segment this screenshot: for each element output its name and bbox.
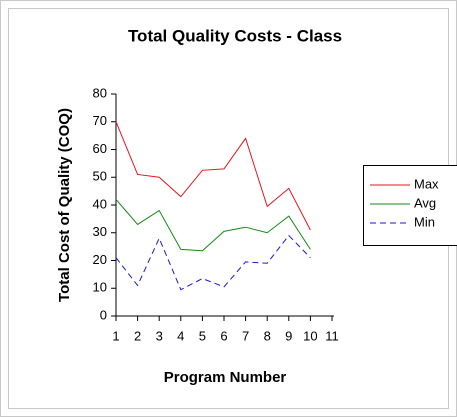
series-line xyxy=(115,199,311,252)
y-tick-label: 40 xyxy=(93,196,107,211)
legend xyxy=(363,165,457,246)
x-tick-label: 3 xyxy=(156,328,163,343)
x-tick-label: 6 xyxy=(220,328,227,343)
y-tick-label: 50 xyxy=(93,169,107,184)
legend-label: Min xyxy=(414,214,435,229)
x-tick-label: 9 xyxy=(285,328,292,343)
x-tick-label: 5 xyxy=(199,328,206,343)
y-axis-label: Total Cost of Quality (COQ) xyxy=(56,108,73,302)
y-tick-label: 20 xyxy=(93,252,107,267)
y-tick-label: 30 xyxy=(93,224,107,239)
x-tick-label: 1 xyxy=(112,328,119,343)
chart-title: Total Quality Costs - Class xyxy=(128,26,342,45)
y-tick-label: 70 xyxy=(93,113,107,128)
y-tick-label: 0 xyxy=(100,307,107,322)
y-tick-label: 10 xyxy=(93,280,107,295)
x-tick-label: 11 xyxy=(325,328,339,343)
x-tick-label: 8 xyxy=(264,328,271,343)
x-tick-label: 10 xyxy=(303,328,317,343)
legend-label: Avg xyxy=(414,195,436,210)
x-tick-label: 2 xyxy=(134,328,141,343)
x-axis-label: Program Number xyxy=(164,369,287,386)
legend-label: Max xyxy=(414,176,439,191)
x-tick-label: 7 xyxy=(242,328,249,343)
series-line xyxy=(115,234,311,291)
y-tick-label: 60 xyxy=(93,141,107,156)
series-line xyxy=(115,121,311,231)
y-tick-label: 80 xyxy=(93,85,107,100)
x-tick-label: 4 xyxy=(177,328,184,343)
